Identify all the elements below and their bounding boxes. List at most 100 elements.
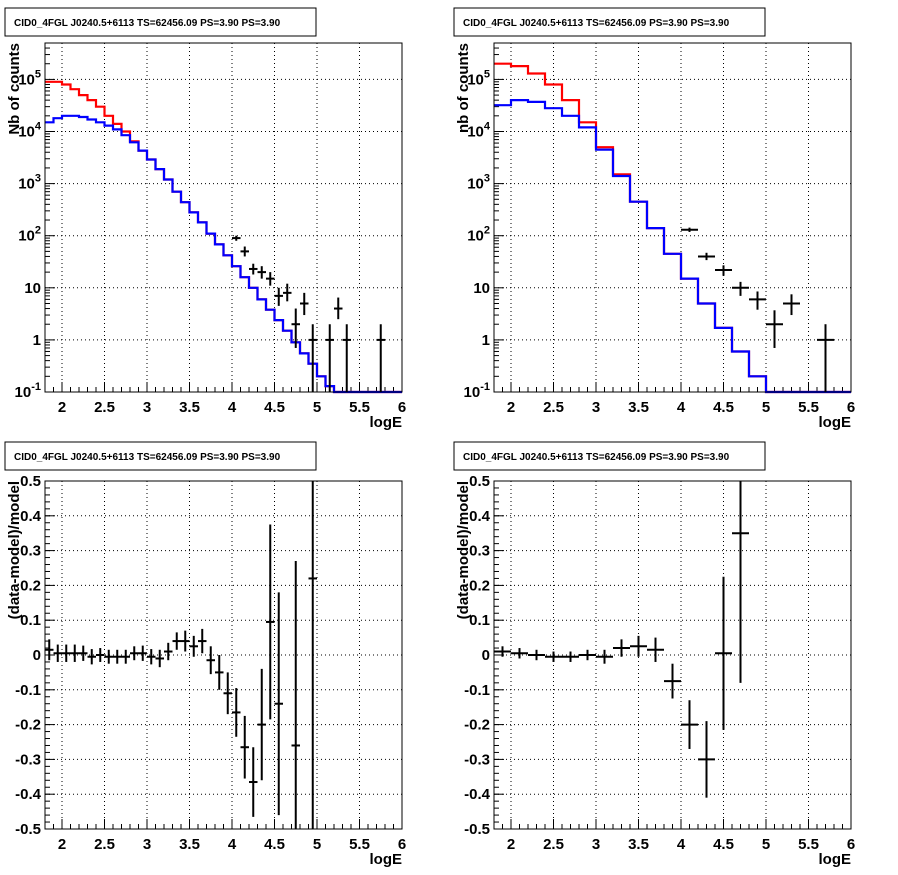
y-tick-label: -0.3 [464,751,490,768]
chart-panel-2: CID0_4FGL J0240.5+6113 TS=62456.09 PS=3.… [453,7,855,431]
model-histogram-1 [45,80,402,394]
x-tick-label: 2.5 [543,399,564,416]
residual-point [155,649,164,668]
y-tick-label: 0.5 [469,473,490,490]
x-tick-label: 2 [58,836,66,853]
residual-point [121,649,130,664]
residual-point [647,637,664,662]
data-point [249,263,258,275]
x-tick-label: 2.5 [543,836,564,853]
residual-point [630,635,647,657]
x-tick-label: 4.5 [264,836,285,853]
residual-point [147,649,156,665]
x-axis-label: logE [370,851,403,868]
y-tick-label: 103 [467,173,490,193]
residual-point [215,655,224,690]
data-point [334,297,343,320]
x-tick-label: 5 [313,836,321,853]
x-tick-label: 4.5 [713,836,734,853]
chart-title: CID0_4FGL J0240.5+6113 TS=62456.09 PS=3.… [14,18,281,29]
residual-point [198,628,207,654]
x-tick-label: 5 [313,399,321,416]
title-box [4,441,317,471]
x-tick-label: 6 [847,399,855,416]
residual-point [613,639,630,657]
data-point [749,291,766,310]
residual-point [240,715,249,779]
residual-point [596,649,613,664]
data-point [308,324,317,392]
y-tick-label: 0.3 [469,543,490,560]
y-axis-label: (data-model)/model [6,481,23,619]
data-point [300,292,309,316]
y-tick-label: 0.3 [20,543,41,560]
residual-point [266,524,275,720]
data-point [257,266,266,279]
x-axis-label: logE [819,414,852,431]
plot-frame [44,42,403,393]
residual-point [579,649,596,661]
x-tick-label: 5.5 [798,399,819,416]
plot-frame [493,42,852,393]
residual-point [232,688,241,737]
y-tick-label: 104 [18,121,42,141]
x-tick-label: 3 [592,399,600,416]
residual-point [79,645,88,661]
x-tick-label: 4 [677,836,686,853]
y-tick-label: 0.2 [20,577,41,594]
chart-panel-3: CID0_4FGL J0240.5+6113 TS=62456.09 PS=3.… [4,441,406,868]
residual-point [732,481,749,683]
y-tick-label: 10 [473,280,490,297]
x-tick-label: 6 [398,836,406,853]
x-tick-label: 3.5 [179,399,200,416]
model-histogram-2 [494,99,851,394]
x-tick-label: 4 [228,836,237,853]
residual-point [113,649,122,664]
y-tick-label: 102 [467,225,490,245]
y-tick-label: 0.1 [20,612,41,629]
model-histogram-1 [494,62,851,394]
y-tick-label: -0.5 [15,821,41,838]
y-tick-label: -0.1 [15,682,41,699]
y-tick-label: 0.4 [20,508,42,525]
residual-point [104,649,113,664]
x-tick-label: 2 [507,836,515,853]
residual-point [62,644,71,662]
y-tick-label: 102 [18,225,41,245]
x-tick-label: 3.5 [628,399,649,416]
residual-point [698,721,715,798]
x-tick-label: 3 [143,399,151,416]
x-tick-label: 2.5 [94,399,115,416]
residual-point [545,651,562,662]
y-tick-label: 0.2 [469,577,490,594]
data-point [266,272,275,286]
x-tick-label: 3 [592,836,600,853]
data-point [715,265,732,276]
residual-point [249,747,258,817]
y-tick-label: 0 [482,647,490,664]
residual-point [274,592,283,816]
chart-title: CID0_4FGL J0240.5+6113 TS=62456.09 PS=3.… [14,452,281,463]
y-tick-label: 105 [18,68,41,88]
x-tick-label: 2.5 [94,836,115,853]
chart-panel-4: CID0_4FGL J0240.5+6113 TS=62456.09 PS=3.… [453,441,855,868]
x-tick-label: 6 [398,399,406,416]
y-tick-label: -0.4 [464,786,491,803]
y-tick-label: 0 [33,647,41,664]
residual-point [138,645,147,661]
y-tick-label: 0.4 [469,508,491,525]
model-histogram-2 [45,114,402,394]
x-tick-label: 3.5 [179,836,200,853]
residual-point [53,644,62,662]
residual-point [257,668,266,781]
y-tick-label: -0.3 [15,751,41,768]
x-tick-label: 5 [762,836,770,853]
residual-point [70,644,79,662]
y-tick-label: 0.1 [469,612,490,629]
y-tick-label: -0.2 [15,717,41,734]
title-box [453,7,766,37]
x-tick-label: 4 [677,399,686,416]
data-point [817,324,834,392]
data-point [232,235,241,241]
